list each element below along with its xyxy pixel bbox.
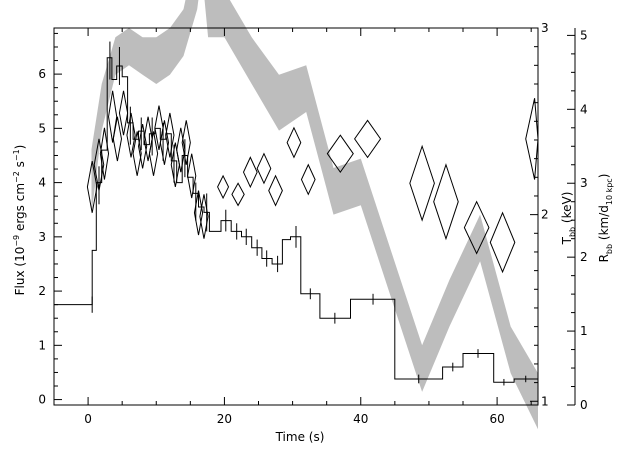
- x-tick-label: 0: [84, 412, 92, 426]
- y-right-outer-tick-label: 5: [580, 28, 588, 42]
- radius-diamond: [165, 112, 175, 158]
- y-right-outer-tick-label: 2: [580, 250, 588, 264]
- plot-frame: [53, 27, 539, 406]
- temperature-band-layer: [91, 0, 538, 430]
- radius-diamond: [256, 152, 272, 185]
- radius-diamond: [463, 200, 490, 255]
- radius-diamond: [154, 105, 164, 151]
- axes-frame: [53, 27, 576, 406]
- y-left-tick-label: 3: [38, 230, 46, 244]
- radius-diamond: [489, 211, 516, 274]
- tick-labels: 0 20 40 60 0 1 2 3 4 5 6 1 2 3 0 1 2 3 4 5: [38, 21, 587, 426]
- flux-histogram-line: [54, 57, 538, 383]
- y-right-outer-tick-label: 4: [580, 102, 588, 116]
- radius-diamond: [108, 90, 118, 143]
- radius-diamond: [138, 124, 148, 169]
- radius-diamond: [86, 160, 98, 213]
- radius-diamond: [143, 116, 153, 162]
- radius-diamond: [231, 182, 245, 207]
- y-axis-right-outer-label: Rbb (km/d10 kpc): [597, 174, 614, 263]
- temperature-band: [91, 0, 538, 430]
- radius-diamond: [181, 120, 191, 165]
- radius-diamond: [93, 138, 105, 191]
- radius-diamond: [300, 163, 316, 196]
- y-right-outer-tick-label: 0: [580, 398, 588, 412]
- y-left-tick-label: 0: [38, 393, 46, 407]
- flux-histogram-layer: [54, 57, 538, 383]
- x-tick-label: 40: [353, 412, 368, 426]
- y-axis-left-label: Flux (10−9 ergs cm−2 s−1): [12, 145, 27, 296]
- y-left-tick-label: 2: [38, 284, 46, 298]
- y-left-tick-label: 4: [38, 176, 46, 190]
- y-left-tick-label: 5: [38, 121, 46, 135]
- y-left-tick-label: 1: [38, 338, 46, 352]
- radius-diamond: [176, 127, 186, 173]
- radius-diamond: [193, 190, 204, 236]
- radius-diamond: [126, 112, 136, 158]
- radius-diamonds-layer: [86, 90, 539, 274]
- radius-diamond: [159, 120, 170, 165]
- radius-diamond: [170, 142, 180, 188]
- y-right-inner-tick-label: 1: [541, 394, 549, 408]
- y-right-outer-tick-label: 1: [580, 324, 588, 338]
- radius-diamond: [525, 98, 539, 180]
- x-tick-label: 20: [217, 412, 232, 426]
- y-left-tick-label: 6: [38, 67, 46, 81]
- radius-diamond: [268, 174, 283, 207]
- radius-diamond: [187, 153, 197, 199]
- radius-diamond: [118, 90, 129, 136]
- x-tick-label: 60: [489, 412, 504, 426]
- radius-diamond: [99, 127, 110, 180]
- radius-diamond: [148, 131, 159, 176]
- radius-diamond: [286, 126, 302, 159]
- y-axis-right-inner-label: Tbb (keV): [560, 192, 577, 246]
- radius-diamond: [217, 174, 230, 200]
- radius-diamond: [199, 194, 209, 239]
- radius-diamond: [354, 119, 382, 159]
- radius-diamond: [409, 144, 435, 222]
- radius-diamond: [326, 134, 354, 174]
- radius-diamond: [132, 131, 142, 176]
- radius-diamond: [112, 116, 122, 162]
- radius-diamond: [242, 156, 258, 189]
- y-right-inner-tick-label: 3: [541, 21, 549, 35]
- y-right-outer-tick-label: 3: [580, 176, 588, 190]
- y-right-inner-tick-label: 2: [541, 208, 549, 222]
- radius-diamond: [433, 163, 459, 241]
- x-axis-label: Time (s): [275, 430, 325, 444]
